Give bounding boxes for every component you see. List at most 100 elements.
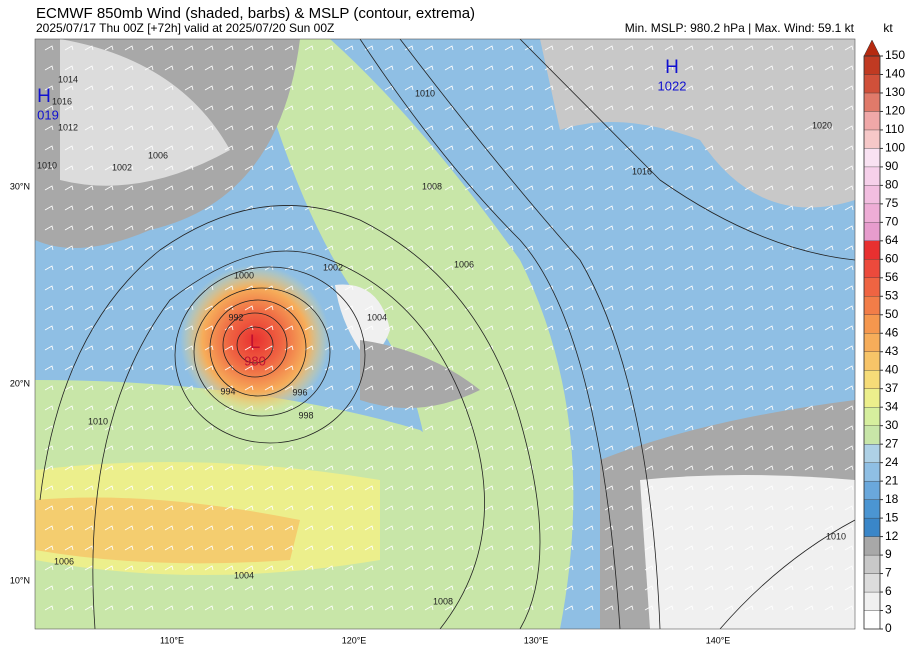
wind-barb <box>604 325 614 331</box>
colorbar-tick-label: 15 <box>885 510 899 524</box>
wind-barb <box>844 265 854 271</box>
wind-barb <box>624 285 634 291</box>
wind-barb <box>784 565 794 571</box>
colorbar-tick-label: 120 <box>885 104 905 118</box>
wind-barb <box>104 285 114 291</box>
colorbar-swatch <box>863 444 881 463</box>
wind-barb <box>724 465 734 471</box>
wind-barb <box>304 205 314 211</box>
wind-barb <box>124 405 134 411</box>
wind-barb <box>684 445 694 451</box>
wind-barb <box>584 505 594 511</box>
wind-barb <box>384 465 394 471</box>
wind-barb <box>324 605 334 611</box>
wind-barb <box>44 245 54 251</box>
wind-barb <box>484 545 494 551</box>
wind-barb <box>484 305 494 311</box>
wind-barb <box>224 225 234 231</box>
wind-barb <box>724 405 734 411</box>
wind-barb <box>444 545 454 551</box>
wind-barb <box>704 65 714 71</box>
wind-barb <box>564 165 574 171</box>
wind-barb <box>44 365 54 371</box>
wind-barb <box>784 545 794 551</box>
wind-barb <box>384 425 394 431</box>
wind-barb <box>404 205 414 211</box>
wind-barb <box>84 525 94 531</box>
wind-barb <box>504 185 514 191</box>
wind-barb <box>384 345 394 351</box>
wind-barb <box>624 125 634 131</box>
wind-barb <box>344 565 354 571</box>
wind-barb <box>404 485 414 491</box>
wind-barb <box>284 205 294 211</box>
colorbar-tick-label: 0 <box>885 621 892 635</box>
wind-barb <box>624 585 634 591</box>
wind-barb <box>444 345 454 351</box>
wind-barb <box>144 285 154 291</box>
wind-barb <box>104 565 114 571</box>
wind-barb <box>424 45 434 51</box>
contour-label: 1000 <box>234 270 254 280</box>
colorbar-swatch <box>863 148 881 168</box>
wind-barb <box>304 405 314 411</box>
wind-barb <box>364 285 374 291</box>
wind-barb <box>364 185 374 191</box>
wind-barb <box>224 45 234 51</box>
wind-barb <box>404 265 414 271</box>
wind-barb <box>404 605 414 611</box>
wind-barb <box>664 565 674 571</box>
wind-barb <box>344 345 354 351</box>
wind-barb <box>204 85 214 91</box>
wind-barb <box>844 365 854 371</box>
colorbar-tick-label: 80 <box>885 178 899 192</box>
wind-barb <box>624 445 634 451</box>
wind-barb <box>44 165 54 171</box>
wind-barb <box>844 125 854 131</box>
wind-barb <box>604 505 614 511</box>
wind-barb <box>224 85 234 91</box>
colorbar-swatch <box>863 111 881 131</box>
wind-barb <box>264 465 274 471</box>
wind-barb <box>384 105 394 111</box>
wind-barb <box>604 145 614 151</box>
colorbar-tick-label: 27 <box>885 436 899 450</box>
colorbar-unit: kt <box>883 21 893 35</box>
wind-barb <box>324 345 334 351</box>
wind-barb <box>64 285 74 291</box>
wind-barb <box>564 545 574 551</box>
wind-barb <box>444 185 454 191</box>
wind-barb <box>84 345 94 351</box>
wind-barb <box>284 85 294 91</box>
wind-barb <box>804 285 814 291</box>
wind-barb <box>524 605 534 611</box>
wind-barb <box>724 105 734 111</box>
wind-barb <box>824 405 834 411</box>
wind-barb <box>164 245 174 251</box>
wind-barb <box>204 65 214 71</box>
wind-barb <box>64 205 74 211</box>
wind-barb <box>824 385 834 391</box>
wind-barb <box>424 425 434 431</box>
wind-barb <box>644 325 654 331</box>
colorbar-tick-label: 3 <box>885 603 892 617</box>
wind-barb <box>644 545 654 551</box>
wind-barb <box>404 85 414 91</box>
wind-barb <box>404 585 414 591</box>
wind-barb <box>84 185 94 191</box>
wind-barb <box>444 605 454 611</box>
wind-barb <box>784 85 794 91</box>
wind-barb <box>124 125 134 131</box>
wind-barb <box>764 65 774 71</box>
wind-barb <box>244 405 254 411</box>
wind-barb <box>264 225 274 231</box>
wind-barb <box>544 385 554 391</box>
wind-barb <box>844 105 854 111</box>
wind-barb <box>224 525 234 531</box>
wind-barb <box>224 165 234 171</box>
wind-barb <box>364 145 374 151</box>
wind-barb <box>224 565 234 571</box>
colorbar-swatch <box>863 370 881 389</box>
subtitle: 2025/07/17 Thu 00Z [+72h] valid at 2025/… <box>36 21 334 35</box>
wind-barb <box>164 605 174 611</box>
